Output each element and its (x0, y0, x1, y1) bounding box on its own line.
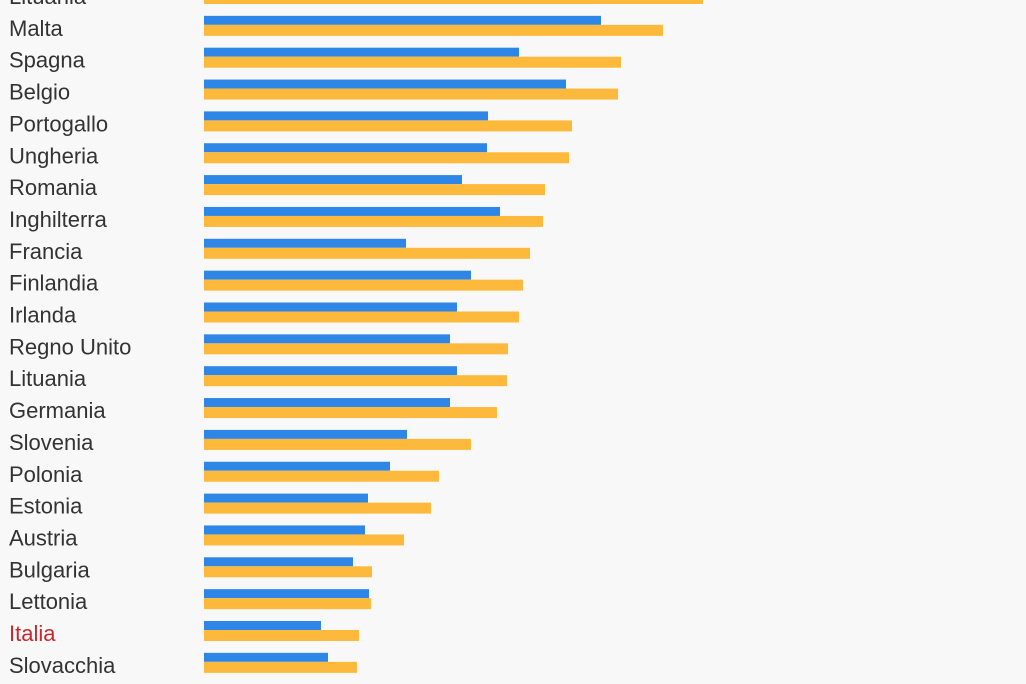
bar-series-2-lituania (204, 0, 703, 4)
bar-series-1-spagna (204, 47, 519, 57)
bar-series-1-germania (204, 398, 450, 408)
bar-series-2-ungheria (204, 152, 569, 164)
bar-series-2-portogallo (204, 120, 572, 132)
category-label-austria: Austria (9, 525, 78, 550)
category-label-francia: Francia (9, 239, 83, 264)
bar-series-1-slovacchia (204, 652, 328, 662)
category-label-inghilterra: Inghilterra (9, 207, 108, 232)
bar-series-1-polonia (204, 461, 390, 471)
bar-series-1-malta (204, 15, 601, 25)
bar-series-2-italia (204, 630, 359, 641)
bars (204, 0, 703, 673)
category-label-bulgaria: Bulgaria (9, 557, 90, 582)
bar-series-1-regno-unito (204, 334, 450, 344)
bar-series-1-irlanda (204, 302, 457, 312)
category-label-spagna: Spagna (9, 48, 86, 73)
bar-series-1-slovenia (204, 429, 407, 439)
category-label-belgio: Belgio (9, 80, 70, 105)
category-label-lettonia: Lettonia (9, 589, 88, 614)
bar-series-1-romania (204, 175, 462, 185)
bar-series-2-lettonia (204, 598, 371, 610)
bar-series-1-belgio (204, 79, 566, 89)
category-label-finlandia: Finlandia (9, 271, 99, 296)
bar-series-2-estonia (204, 502, 431, 514)
bar-series-2-bulgaria (204, 566, 372, 578)
bar-series-1-bulgaria (204, 557, 353, 567)
category-label-lituania: Lituania (9, 366, 87, 391)
category-label-regno-unito: Regno Unito (9, 334, 131, 359)
category-label-portogallo: Portogallo (9, 111, 108, 136)
bar-series-1-ungheria (204, 143, 487, 153)
bar-series-1-inghilterra (204, 206, 500, 216)
category-label-estonia: Estonia (9, 494, 83, 519)
bar-series-1-lettonia (204, 589, 369, 599)
category-labels: Lituania Malta Spagna Belgio Portogallo Unghe… (9, 0, 131, 678)
bar-series-1-italia (204, 621, 321, 630)
category-label-ungheria: Ungheria (9, 143, 99, 168)
category-label-lituania: Lituania (9, 0, 87, 9)
bar-series-2-spagna (204, 56, 621, 68)
bar-series-1-lituania (204, 366, 457, 376)
bar-series-2-polonia (204, 470, 439, 482)
category-label-irlanda: Irlanda (9, 303, 77, 328)
bar-series-2-slovacchia (204, 661, 357, 673)
bar-series-2-slovenia (204, 438, 471, 450)
category-label-romania: Romania (9, 175, 98, 200)
category-label-malta: Malta (9, 16, 64, 41)
category-label-slovenia: Slovenia (9, 430, 94, 455)
category-label-slovacchia: Slovacchia (9, 653, 116, 678)
bar-series-1-francia (204, 238, 406, 248)
bar-series-2-lituania (204, 375, 507, 387)
bar-series-2-irlanda (204, 311, 519, 323)
category-label-polonia: Polonia (9, 462, 83, 487)
bar-series-2-belgio (204, 88, 618, 100)
category-label-italia: Italia (9, 621, 56, 646)
bar-series-2-romania (204, 184, 545, 196)
bar-series-2-germania (204, 407, 497, 419)
bar-series-1-portogallo (204, 111, 488, 121)
bar-series-2-austria (204, 534, 404, 546)
bar-series-2-inghilterra (204, 215, 543, 227)
bar-series-2-finlandia (204, 279, 523, 291)
bar-series-1-finlandia (204, 270, 471, 280)
bar-series-1-estonia (204, 493, 368, 503)
category-label-germania: Germania (9, 398, 106, 423)
bar-series-2-regno-unito (204, 343, 508, 355)
bar-series-2-malta (204, 24, 663, 36)
bar-series-1-austria (204, 525, 365, 535)
bar-series-2-francia (204, 247, 530, 259)
